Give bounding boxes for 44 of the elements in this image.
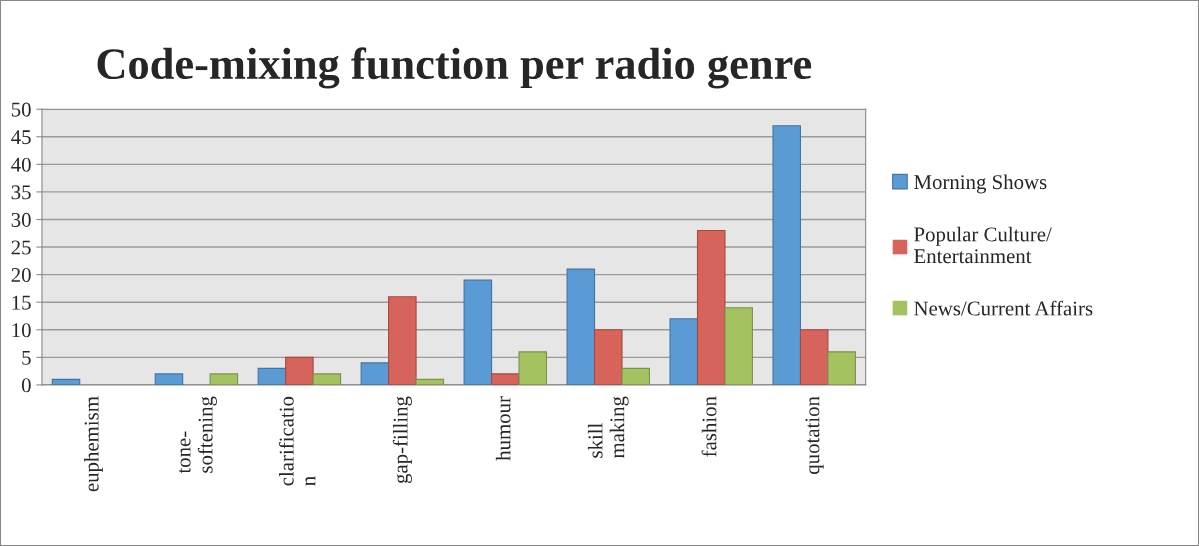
y-tick-label: 50 (11, 102, 31, 117)
legend-label: Popular Culture/ Entertainment (914, 226, 1052, 264)
bar (388, 296, 417, 385)
bar (360, 362, 390, 385)
y-tick-label: 35 (11, 185, 31, 200)
bar (415, 378, 445, 385)
bar (463, 279, 493, 385)
x-tick-label: quotation (805, 396, 824, 474)
y-tick-label: 5 (22, 350, 31, 365)
bar (154, 373, 184, 385)
y-tick-label: 0 (21, 378, 31, 393)
x-tick-label: humour (495, 396, 511, 461)
bar (312, 373, 342, 385)
bar (285, 356, 314, 385)
x-tick-label: tone- softening (178, 396, 217, 474)
x-tick-label: clarificatio n (278, 396, 316, 486)
bar (593, 329, 623, 385)
y-tick-label: 20 (11, 268, 31, 283)
y-tick-label: 15 (12, 295, 31, 310)
bar (827, 351, 856, 385)
y-tick-label: 10 (12, 323, 31, 338)
y-tick-label: 25 (11, 240, 31, 255)
bar (621, 367, 651, 385)
y-tick-label: 45 (11, 130, 31, 145)
bar (209, 373, 239, 385)
bar (669, 318, 699, 385)
bar (772, 125, 802, 385)
bar (51, 378, 81, 385)
bar (799, 329, 829, 385)
bar (491, 373, 520, 385)
x-tick-label: skill making (587, 396, 629, 459)
bar (518, 351, 548, 385)
chart-title: Code-mixing function per radio genre (97, 47, 812, 89)
bar (724, 307, 753, 385)
x-tick-label: gap-filling (392, 396, 412, 484)
legend-label: News/Current Affairs (914, 300, 1093, 316)
bar (257, 367, 287, 385)
bar (566, 268, 596, 385)
legend-label: Morning Shows (914, 174, 1047, 194)
x-tick-label: fashion (701, 396, 717, 457)
bar (696, 229, 726, 385)
x-tick-label: euphemism (84, 396, 103, 492)
y-tick-label: 40 (11, 157, 31, 172)
y-tick-label: 30 (11, 212, 31, 227)
